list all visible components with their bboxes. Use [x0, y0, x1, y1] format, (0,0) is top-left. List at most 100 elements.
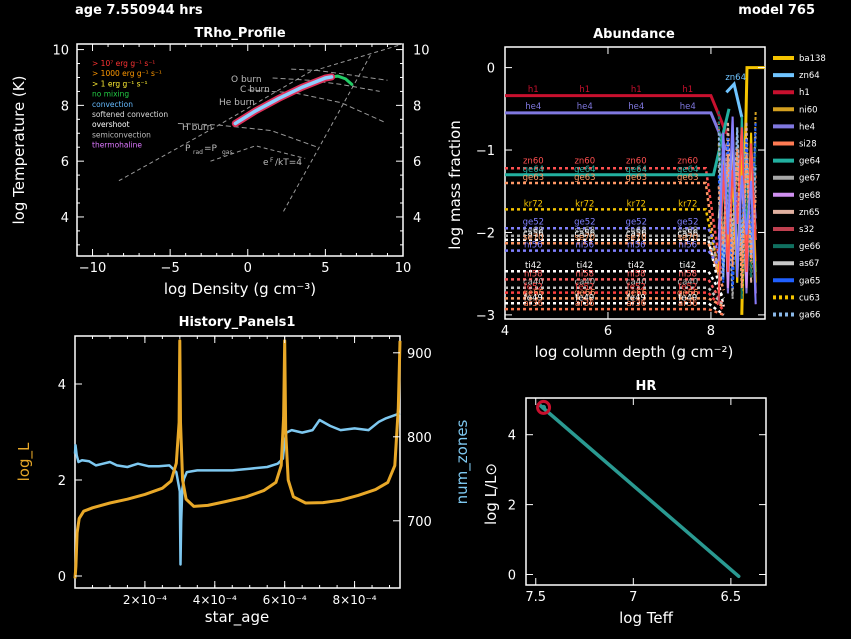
- abundance-line-label: ca56: [523, 229, 544, 239]
- abundance-series-line: [505, 181, 723, 299]
- abundance-line-label: h1: [528, 85, 539, 95]
- trho-ytick-label: 10: [52, 44, 69, 59]
- trho-burn-lines: [177, 68, 388, 148]
- trho-legend-item: overshoot: [92, 120, 130, 129]
- trho-legend-item: convection: [92, 100, 133, 109]
- abundance-line-label: ni56: [678, 241, 697, 251]
- abundance-ytick-label: 0: [487, 62, 495, 77]
- abundance-legend-label: zn65: [799, 208, 820, 218]
- hr-current-marker: [536, 399, 552, 415]
- trho-title: TRho_Profile: [194, 26, 286, 41]
- age-readout: age 7.550944 hrs: [75, 3, 203, 18]
- history-ylabel-right: num_zones: [453, 419, 472, 504]
- hr-xtick-label: 7.5: [525, 590, 546, 605]
- abundance-line-label: ni56: [524, 241, 543, 251]
- abundance-legend-label: zn64: [799, 71, 820, 81]
- trho-reference-lines: [118, 43, 404, 212]
- abundance-line-label: ge63: [574, 173, 595, 183]
- trho-profile-curve: [231, 73, 354, 127]
- abundance-line-label: se68: [678, 226, 698, 236]
- abundance-line-label: fe52: [575, 283, 594, 293]
- trho-ref-line: [283, 54, 371, 212]
- trho-burn-line: [177, 123, 318, 148]
- abundance-line-label: ti42: [577, 261, 594, 271]
- abundance-line-label: ge64: [523, 165, 544, 175]
- trho-profile-inner: [233, 75, 334, 126]
- abundance-ytick-label: −2: [476, 226, 495, 241]
- abundance-series-line: [505, 307, 725, 317]
- trho-legend-item: semiconvection: [92, 130, 151, 139]
- abundance-line-label: kr72: [575, 199, 594, 209]
- abundance-legend-label: cu63: [799, 293, 820, 303]
- abundance-line-label: fe52: [678, 283, 697, 293]
- abundance-line-label: ni56: [627, 241, 646, 251]
- abundance-series-line: [505, 269, 725, 300]
- abundance-lines: [505, 66, 765, 317]
- abundance-xlabel: log column depth (g cm⁻²): [535, 343, 734, 361]
- abundance-line-label: se68: [523, 226, 543, 236]
- abundance-line-label: ni58: [627, 269, 646, 279]
- history-xtick-label: 6×10⁻⁴: [263, 593, 307, 607]
- abundance-line-label: ni58: [678, 269, 697, 279]
- abundance-line-label: se70: [523, 233, 543, 243]
- trho-legend: > 10⁷ erg g⁻¹ s⁻¹> 1000 erg g⁻¹ s⁻¹> 1 e…: [92, 59, 168, 150]
- history-xtick-label: 2×10⁻⁴: [123, 593, 167, 607]
- burn-label-o: O burn: [231, 75, 262, 85]
- abundance-xtick-label: 4: [501, 324, 509, 339]
- history-ytick-label-left: 2: [58, 474, 66, 489]
- trho-ytick-label: 6: [61, 155, 69, 170]
- abundance-line-label: ni56: [576, 241, 595, 251]
- hr-axes: 7.5 7 6.5 0 2 4: [508, 398, 766, 605]
- abundance-line-label: se70: [626, 233, 646, 243]
- trho-ytick-label: 8: [61, 99, 69, 114]
- hr-ytick-label: 0: [508, 569, 516, 584]
- abundance-legend-label: ni60: [799, 105, 818, 115]
- burn-label-h: H burn: [182, 123, 212, 133]
- abundance-line-label: kr72: [627, 199, 646, 209]
- ef-label-f: F: [270, 157, 274, 164]
- abundance-legend-label: ge64: [799, 157, 820, 167]
- abundance-line-label: ca40: [523, 278, 544, 288]
- abundance-line-label: fe49: [575, 293, 594, 303]
- abundance-legend-label: ge67: [799, 174, 820, 184]
- abundance-line-label: zn60: [523, 157, 544, 167]
- trho-ytick-label-right: 4: [413, 211, 421, 226]
- history-frame: [74, 335, 401, 589]
- abundance-surface-line: [717, 127, 757, 294]
- abundance-line-label: he4: [680, 102, 696, 112]
- abundance-line-label: ca56: [677, 229, 698, 239]
- abundance-line-label: se68: [626, 226, 646, 236]
- trho-legend-item: softened convection: [92, 110, 168, 119]
- trho-legend-item: thermohaline: [92, 141, 142, 150]
- abundance-line-label: ti42: [525, 261, 542, 271]
- abundance-line-label: ca56: [574, 229, 595, 239]
- hr-track: [536, 399, 741, 579]
- prad-label-eq: =P: [204, 144, 218, 154]
- abundance-legend-label: he4: [799, 122, 815, 132]
- abundance-line-label: ti42: [628, 261, 645, 271]
- trho-xlabel: log Density (g cm⁻³): [164, 280, 316, 298]
- abundance-line-label: he4: [577, 102, 593, 112]
- history-num-zones-line: [73, 412, 401, 566]
- abundance-line-label: ca40: [626, 278, 647, 288]
- abundance-line-label: ge52: [523, 218, 544, 228]
- abundance-panel: Abundance h1 h1 h1 h1 he4 he4 he4 he4 zn60 zn60 zn…: [446, 27, 826, 361]
- abundance-ytick-label: −1: [476, 144, 495, 159]
- abundance-line-label: ge64: [677, 165, 698, 175]
- abundance-legend-label: ge66: [799, 242, 820, 252]
- trho-axes: −10 −5 0 5 10 4 4 6 6 8 8 10 10: [52, 44, 429, 276]
- abundance-xtick-label: 8: [707, 324, 715, 339]
- abundance-line-label: kr72: [524, 199, 543, 209]
- abundance-series-line: [505, 94, 728, 135]
- history-xtick-label: 4×10⁻⁴: [193, 593, 237, 607]
- trho-legend-item: > 10⁷ erg g⁻¹ s⁻¹: [92, 59, 155, 68]
- trho-xtick-label: 10: [395, 261, 412, 276]
- abundance-legend-label: ga65: [799, 276, 820, 286]
- abundance-line-label: ge64: [626, 165, 647, 175]
- abundance-legend-label: h1: [799, 88, 810, 98]
- abundance-axes: 4 6 8 0 −1 −2 −3: [476, 47, 765, 339]
- abundance-line-label: se70: [575, 233, 595, 243]
- trho-burn-line: [291, 68, 388, 81]
